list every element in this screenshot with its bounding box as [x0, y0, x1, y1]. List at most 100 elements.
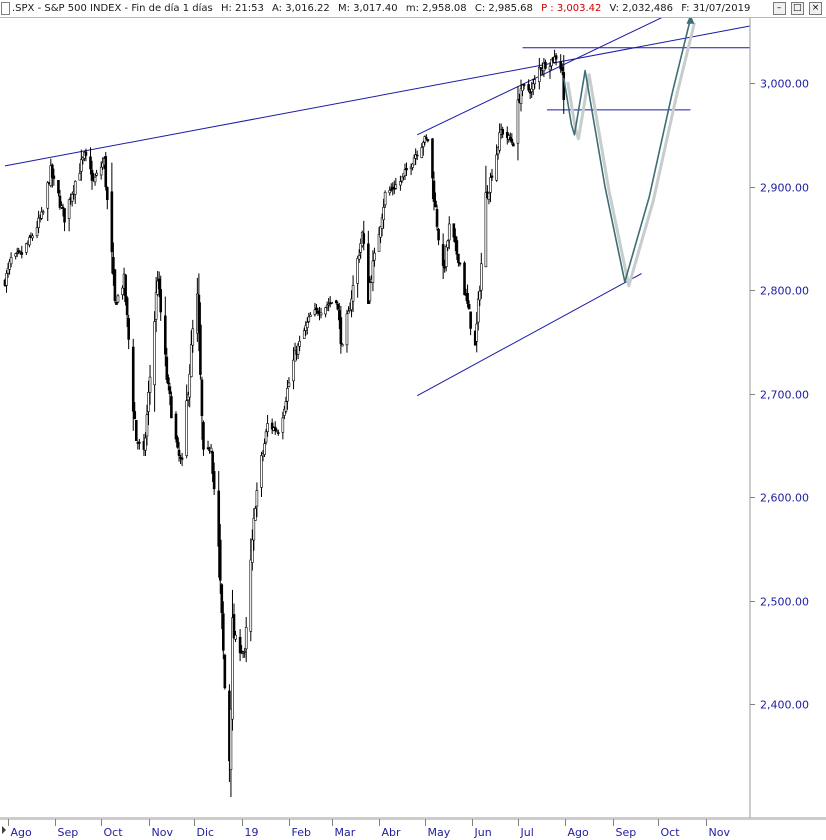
candle [222, 601, 225, 660]
trendline-upper-resistance[interactable] [4, 25, 751, 167]
candle-body [509, 136, 512, 140]
candle [8, 259, 11, 275]
candle-body [457, 253, 460, 263]
selector-box[interactable] [1, 2, 10, 15]
candle-body [35, 227, 39, 236]
candle [276, 429, 280, 436]
scroll-left-icon[interactable] [2, 826, 6, 834]
candle [302, 327, 306, 339]
candle [458, 262, 462, 267]
candle-body [112, 257, 115, 275]
candle [241, 650, 245, 659]
maximize-icon[interactable]: □ [790, 2, 804, 15]
candle [202, 420, 205, 456]
candle-body [197, 294, 201, 332]
candle-body [31, 235, 34, 239]
candle [298, 335, 301, 351]
candle [189, 330, 193, 378]
candle-body [283, 408, 286, 416]
trendline-channel-lower[interactable] [416, 273, 642, 397]
candle [356, 255, 359, 298]
candle [434, 192, 437, 208]
candle-body [330, 301, 334, 304]
candlestick-series [3, 49, 566, 798]
candle [185, 384, 188, 459]
candle [14, 252, 17, 260]
candle [240, 645, 243, 655]
candle [95, 169, 98, 177]
candle-body [434, 200, 437, 208]
candle-body [110, 191, 114, 253]
candle-body [251, 539, 254, 563]
trendline-channel-upper[interactable] [416, 4, 688, 136]
candle [255, 482, 259, 518]
y-tick-label: 2,800.00 [760, 285, 809, 298]
close-icon[interactable]: × [809, 2, 822, 15]
candle-body [46, 182, 50, 209]
candle [538, 57, 541, 90]
candle-body [113, 269, 117, 301]
candle-body [382, 207, 385, 221]
candle [379, 225, 382, 244]
candle [116, 294, 120, 304]
candle-body [435, 209, 439, 227]
x-tick-label: Sep [616, 826, 637, 839]
candle [200, 376, 204, 440]
candle-body [232, 614, 236, 639]
candle-body [341, 344, 344, 347]
candle-body [478, 290, 482, 301]
candle-body [380, 217, 384, 229]
candle [394, 177, 398, 190]
candle-body [345, 313, 349, 346]
candle-body [40, 211, 43, 219]
candle [284, 396, 288, 414]
candle-body [191, 328, 195, 346]
candle-body [275, 430, 279, 433]
candle [176, 435, 179, 449]
candle-body [131, 346, 135, 412]
candle-body [200, 379, 204, 417]
minimize-icon[interactable]: – [772, 2, 786, 15]
candle-body [325, 304, 329, 308]
candle-body [188, 373, 192, 398]
candle [441, 233, 445, 280]
x-tick-label: Abr [382, 826, 402, 839]
candle-body [544, 61, 547, 69]
projection-path[interactable] [562, 18, 692, 283]
candle [351, 275, 355, 313]
candle [60, 201, 63, 210]
candle-body [286, 387, 289, 402]
candle-body [368, 282, 372, 302]
candle-body [383, 192, 387, 206]
projection-path-layer[interactable] [562, 14, 696, 288]
candle [180, 452, 184, 467]
trendlines-layer[interactable] [4, 4, 751, 397]
candle-body [90, 169, 94, 181]
candle [197, 273, 201, 352]
candle-body [388, 190, 392, 194]
candle [484, 165, 488, 268]
candle [138, 438, 141, 450]
axes-layer: 2,400.00 2,500.00 2,600.00 2,700.00 2,800.00… [0, 18, 826, 840]
candle [144, 432, 147, 457]
candle-body [281, 417, 285, 433]
candle [46, 180, 50, 222]
candle-body [218, 539, 222, 581]
x-tick-label: Ago [11, 826, 33, 839]
candle-body [334, 300, 338, 304]
candle [466, 284, 469, 308]
candle [31, 233, 34, 241]
candle [73, 180, 77, 204]
candle [319, 307, 323, 319]
candle [115, 301, 118, 305]
y-tick-label: 2,700.00 [760, 389, 809, 402]
candle-body [70, 194, 74, 202]
candle [544, 59, 547, 70]
candle [452, 223, 456, 242]
x-tick-label: Sep [58, 826, 79, 839]
candle [283, 405, 286, 420]
candle-body [512, 143, 515, 147]
candle-body [81, 157, 85, 161]
candle-body [266, 423, 269, 432]
